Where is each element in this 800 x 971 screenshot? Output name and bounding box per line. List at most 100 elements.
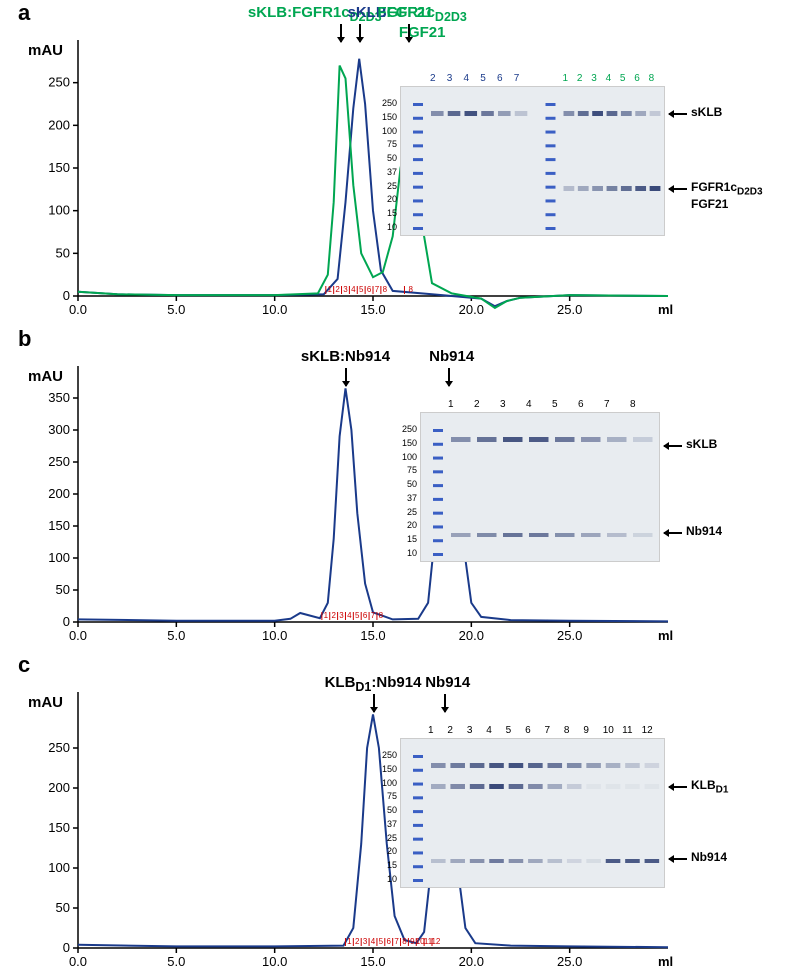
- svg-text:150: 150: [48, 820, 70, 835]
- ladder-mark: 10: [377, 222, 397, 232]
- svg-text:1: 1: [347, 937, 352, 946]
- lane-label: 3: [447, 73, 453, 84]
- band-arrow: [669, 786, 687, 788]
- lane-label: 5: [552, 399, 558, 410]
- lane-label: 4: [486, 725, 492, 736]
- lane-label: 8: [649, 73, 655, 84]
- band-arrow: [669, 188, 687, 190]
- svg-text:3: 3: [363, 937, 368, 946]
- svg-text:1: 1: [324, 611, 329, 620]
- peak-arrow: [444, 694, 446, 712]
- ladder-mark: 100: [377, 778, 397, 788]
- svg-text:6: 6: [387, 937, 392, 946]
- panel-b: bmAU0501001502002503003500.05.010.015.02…: [0, 326, 800, 642]
- ladder-mark: 37: [377, 819, 397, 829]
- lane-label: 2: [474, 399, 480, 410]
- band-label: Nb914: [691, 850, 727, 864]
- panel-c: cmAU0501001502002500.05.010.015.020.025.…: [0, 652, 800, 968]
- ladder-mark: 25: [397, 507, 417, 517]
- ladder-mark: 37: [397, 493, 417, 503]
- ladder-mark: 75: [397, 465, 417, 475]
- lane-label: 1: [563, 73, 569, 84]
- gel-inset-c: [400, 738, 665, 888]
- band-arrow: [669, 113, 687, 115]
- band-label: Nb914: [686, 524, 722, 538]
- lane-label: 10: [603, 725, 614, 736]
- lane-label: 6: [634, 73, 640, 84]
- lane-label: 3: [467, 725, 473, 736]
- panel-a: amAU0501001502002500.05.010.015.020.025.…: [0, 0, 800, 316]
- svg-text:250: 250: [48, 454, 70, 469]
- ladder-mark: 150: [377, 764, 397, 774]
- svg-text:4: 4: [371, 937, 376, 946]
- svg-text:20.0: 20.0: [459, 302, 484, 316]
- svg-text:8: 8: [383, 285, 388, 294]
- lane-label: 5: [620, 73, 626, 84]
- svg-text:1: 1: [328, 285, 333, 294]
- band-label: FGFR1cD2D3FGF21: [691, 180, 763, 211]
- ladder-mark: 10: [397, 548, 417, 558]
- lane-label: 4: [526, 399, 532, 410]
- peak-arrow: [448, 368, 450, 386]
- svg-text:7: 7: [394, 937, 399, 946]
- ladder-mark: 25: [377, 181, 397, 191]
- svg-text:10.0: 10.0: [262, 302, 287, 316]
- svg-text:150: 150: [48, 518, 70, 533]
- peak-label: Nb914: [378, 674, 518, 691]
- svg-text:25.0: 25.0: [557, 628, 582, 642]
- svg-text:25.0: 25.0: [557, 954, 582, 968]
- ladder-mark: 100: [377, 126, 397, 136]
- lane-label: 6: [525, 725, 531, 736]
- svg-text:10.0: 10.0: [262, 628, 287, 642]
- band-arrow: [664, 445, 682, 447]
- lane-label: 3: [591, 73, 597, 84]
- svg-text:50: 50: [56, 582, 70, 597]
- lane-label: 8: [630, 399, 636, 410]
- svg-text:15.0: 15.0: [360, 954, 385, 968]
- svg-text:300: 300: [48, 422, 70, 437]
- band-label: sKLB: [686, 437, 717, 451]
- lane-label: 7: [545, 725, 551, 736]
- svg-text:200: 200: [48, 780, 70, 795]
- svg-text:8: 8: [408, 285, 413, 294]
- ladder-mark: 50: [377, 805, 397, 815]
- svg-text:12: 12: [431, 937, 440, 946]
- band-label: sKLB: [691, 105, 722, 119]
- svg-text:100: 100: [48, 203, 70, 218]
- svg-text:200: 200: [48, 486, 70, 501]
- ladder-mark: 10: [377, 874, 397, 884]
- svg-text:2: 2: [335, 285, 340, 294]
- svg-text:0.0: 0.0: [69, 302, 87, 316]
- ladder-mark: 150: [397, 438, 417, 448]
- gel-inset-b: [420, 412, 660, 562]
- svg-text:0.0: 0.0: [69, 954, 87, 968]
- peak-label: FGFR1cD2D3FGF21: [352, 4, 492, 41]
- ladder-mark: 50: [377, 153, 397, 163]
- lane-label: 4: [464, 73, 470, 84]
- svg-text:0.0: 0.0: [69, 628, 87, 642]
- ladder-mark: 15: [377, 208, 397, 218]
- svg-text:3: 3: [339, 611, 344, 620]
- ladder-mark: 25: [377, 833, 397, 843]
- ladder-mark: 75: [377, 139, 397, 149]
- lane-label: 7: [604, 399, 610, 410]
- ladder-mark: 100: [397, 452, 417, 462]
- ladder-mark: 250: [377, 750, 397, 760]
- svg-text:5.0: 5.0: [167, 302, 185, 316]
- svg-text:5: 5: [355, 611, 360, 620]
- ladder-mark: 250: [397, 424, 417, 434]
- svg-text:20.0: 20.0: [459, 954, 484, 968]
- ladder-mark: 20: [397, 520, 417, 530]
- ladder-mark: 75: [377, 791, 397, 801]
- svg-text:0: 0: [63, 614, 70, 629]
- svg-text:5.0: 5.0: [167, 628, 185, 642]
- band-arrow: [669, 858, 687, 860]
- svg-text:25.0: 25.0: [557, 302, 582, 316]
- svg-text:2: 2: [355, 937, 360, 946]
- svg-text:100: 100: [48, 550, 70, 565]
- ladder-mark: 37: [377, 167, 397, 177]
- ladder-mark: 15: [397, 534, 417, 544]
- svg-text:6: 6: [367, 285, 372, 294]
- svg-text:5: 5: [379, 937, 384, 946]
- lane-label: 6: [497, 73, 503, 84]
